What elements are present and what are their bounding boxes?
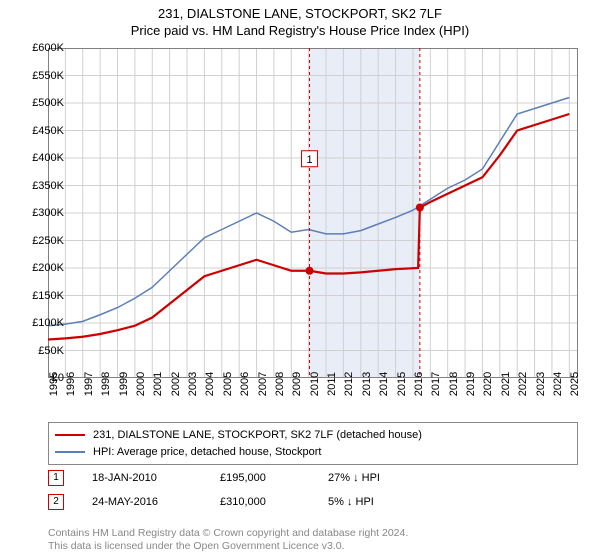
legend-swatch <box>55 434 85 436</box>
x-tick-label: 2025 <box>569 372 581 396</box>
chart-title-line2: Price paid vs. HM Land Registry's House … <box>0 23 600 42</box>
y-tick-label: £100K <box>32 317 64 329</box>
y-tick-label: £550K <box>32 70 64 82</box>
x-tick-label: 2001 <box>152 372 164 396</box>
x-tick-label: 2017 <box>430 372 442 396</box>
y-tick-label: £150K <box>32 290 64 302</box>
y-tick-label: £600K <box>32 42 64 54</box>
legend-label: 231, DIALSTONE LANE, STOCKPORT, SK2 7LF … <box>93 427 422 444</box>
sale-diff: 5% ↓ HPI <box>328 496 408 508</box>
y-tick-label: £250K <box>32 235 64 247</box>
y-tick-label: £450K <box>32 125 64 137</box>
y-tick-label: £200K <box>32 262 64 274</box>
sale-marker-icon: 2 <box>48 494 64 510</box>
x-tick-label: 2008 <box>274 372 286 396</box>
legend-label: HPI: Average price, detached house, Stoc… <box>93 444 322 461</box>
y-tick-label: £300K <box>32 207 64 219</box>
sale-date: 18-JAN-2010 <box>92 472 192 484</box>
y-tick-label: £50K <box>38 345 64 357</box>
x-tick-label: 2012 <box>343 372 355 396</box>
x-tick-label: 2011 <box>326 372 338 396</box>
sales-table: 1 18-JAN-2010 £195,000 27% ↓ HPI 2 24-MA… <box>48 466 578 514</box>
y-tick-label: £400K <box>32 152 64 164</box>
chart-title-line1: 231, DIALSTONE LANE, STOCKPORT, SK2 7LF <box>0 0 600 23</box>
x-tick-label: 2024 <box>552 372 564 396</box>
sale-marker-icon: 1 <box>48 470 64 486</box>
x-tick-label: 2016 <box>413 372 425 396</box>
x-tick-label: 2014 <box>378 372 390 396</box>
x-tick-label: 2015 <box>396 372 408 396</box>
sale-row: 1 18-JAN-2010 £195,000 27% ↓ HPI <box>48 466 578 490</box>
sale-price: £310,000 <box>220 496 300 508</box>
x-tick-label: 2022 <box>517 372 529 396</box>
legend: 231, DIALSTONE LANE, STOCKPORT, SK2 7LF … <box>48 422 578 465</box>
x-tick-label: 2002 <box>170 372 182 396</box>
sale-date: 24-MAY-2016 <box>92 496 192 508</box>
legend-item: HPI: Average price, detached house, Stoc… <box>55 444 571 461</box>
x-tick-label: 2020 <box>482 372 494 396</box>
x-tick-label: 2004 <box>204 372 216 396</box>
y-tick-label: £500K <box>32 97 64 109</box>
legend-item: 231, DIALSTONE LANE, STOCKPORT, SK2 7LF … <box>55 427 571 444</box>
x-tick-label: 2023 <box>535 372 547 396</box>
attribution-line2: This data is licensed under the Open Gov… <box>48 540 578 554</box>
y-tick-label: £350K <box>32 180 64 192</box>
x-tick-label: 2009 <box>291 372 303 396</box>
x-tick-label: 1995 <box>48 372 60 396</box>
x-tick-label: 2021 <box>500 372 512 396</box>
sale-diff: 27% ↓ HPI <box>328 472 408 484</box>
legend-swatch <box>55 451 85 453</box>
x-tick-label: 1997 <box>83 372 95 396</box>
x-tick-label: 2005 <box>222 372 234 396</box>
x-tick-label: 2018 <box>448 372 460 396</box>
attribution-line1: Contains HM Land Registry data © Crown c… <box>48 527 578 541</box>
svg-text:1: 1 <box>306 154 312 166</box>
x-tick-label: 1999 <box>118 372 130 396</box>
x-tick-label: 2000 <box>135 372 147 396</box>
x-tick-label: 2010 <box>309 372 321 396</box>
x-tick-label: 1998 <box>100 372 112 396</box>
sale-price: £195,000 <box>220 472 300 484</box>
sale-row: 2 24-MAY-2016 £310,000 5% ↓ HPI <box>48 490 578 514</box>
x-tick-label: 1996 <box>65 372 77 396</box>
x-tick-label: 2019 <box>465 372 477 396</box>
chart-plot-area: 12 <box>48 48 578 378</box>
chart-container: 231, DIALSTONE LANE, STOCKPORT, SK2 7LF … <box>0 0 600 560</box>
x-tick-label: 2003 <box>187 372 199 396</box>
x-tick-label: 2007 <box>257 372 269 396</box>
chart-svg: 12 <box>48 48 578 378</box>
x-tick-label: 2006 <box>239 372 251 396</box>
attribution: Contains HM Land Registry data © Crown c… <box>48 527 578 554</box>
x-tick-label: 2013 <box>361 372 373 396</box>
